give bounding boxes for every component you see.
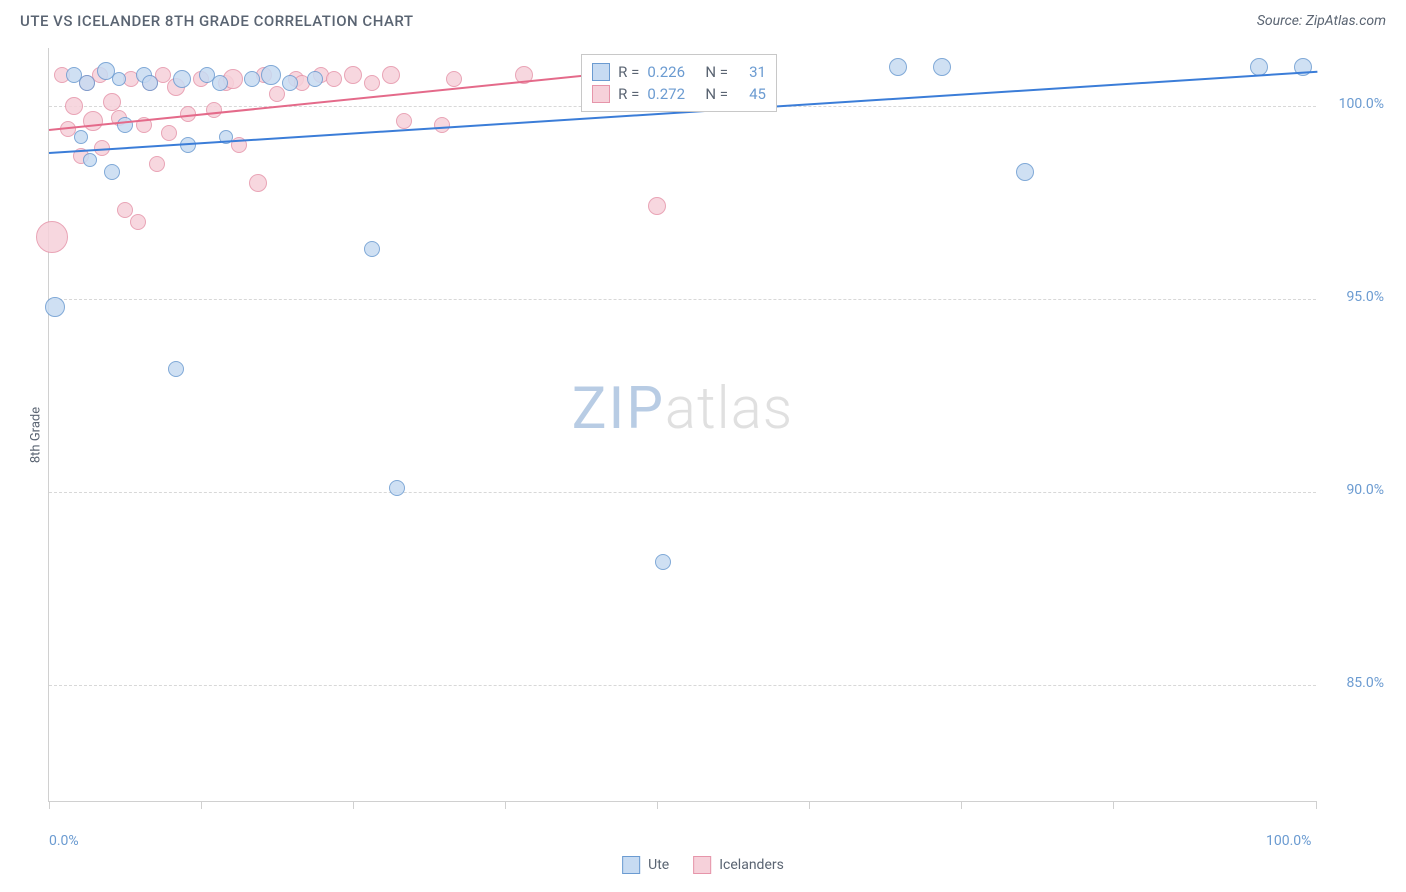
source-attribution: Source: ZipAtlas.com <box>1257 13 1386 29</box>
stat-row: R = 0.226 N = 31 <box>592 61 766 83</box>
y-tick-label: 100.0% <box>1339 96 1384 112</box>
scatter-point <box>282 75 298 91</box>
scatter-point <box>65 97 83 115</box>
x-axis-label: 100.0% <box>1266 833 1311 849</box>
gridline <box>49 492 1316 493</box>
scatter-point <box>161 125 177 141</box>
scatter-point <box>142 75 158 91</box>
scatter-point <box>74 130 88 144</box>
scatter-point <box>104 164 120 180</box>
y-tick-label: 85.0% <box>1346 675 1384 691</box>
scatter-point <box>83 153 97 167</box>
scatter-point <box>206 102 222 118</box>
legend: Ute Icelanders <box>622 856 784 874</box>
scatter-point <box>344 66 362 84</box>
legend-item: Ute <box>622 856 669 874</box>
stat-n-label: N = <box>705 63 728 81</box>
y-axis-label: 8th Grade <box>29 407 44 463</box>
stat-r-label: R = <box>618 85 639 103</box>
stat-swatch <box>592 85 610 103</box>
scatter-point <box>112 72 126 86</box>
x-axis-label: 0.0% <box>49 833 79 849</box>
x-tick <box>1316 801 1317 809</box>
chart-container: 8th Grade ZIPatlas 100.0%95.0%90.0%85.0%… <box>48 48 1386 822</box>
scatter-point <box>168 361 184 377</box>
stat-r-value: 0.272 <box>647 85 697 103</box>
stat-row: R = 0.272 N = 45 <box>592 83 766 105</box>
x-tick <box>961 801 962 809</box>
stat-r-label: R = <box>618 63 639 81</box>
legend-swatch <box>622 856 640 874</box>
scatter-point <box>212 75 228 91</box>
x-tick <box>1113 801 1114 809</box>
legend-item: Icelanders <box>693 856 784 874</box>
stat-n-value: 45 <box>736 85 766 103</box>
scatter-point <box>79 75 95 91</box>
scatter-point <box>261 65 281 85</box>
scatter-point <box>130 214 146 230</box>
watermark-zip: ZIP <box>572 375 665 443</box>
scatter-point <box>244 71 260 87</box>
chart-title: UTE VS ICELANDER 8TH GRADE CORRELATION C… <box>20 12 414 30</box>
scatter-point <box>307 71 323 87</box>
scatter-point <box>149 156 165 172</box>
x-tick <box>657 801 658 809</box>
x-tick <box>201 801 202 809</box>
scatter-point <box>364 241 380 257</box>
scatter-point <box>326 71 342 87</box>
stat-n-value: 31 <box>736 63 766 81</box>
scatter-point <box>103 93 121 111</box>
scatter-point <box>364 75 380 91</box>
scatter-point <box>1016 163 1034 181</box>
watermark: ZIPatlas <box>572 375 793 443</box>
scatter-point <box>396 113 412 129</box>
scatter-point <box>446 71 462 87</box>
plot-area: ZIPatlas 100.0%95.0%90.0%85.0%0.0%100.0%… <box>48 48 1316 802</box>
x-tick <box>49 801 50 809</box>
gridline <box>49 299 1316 300</box>
stat-r-value: 0.226 <box>647 63 697 81</box>
legend-swatch <box>693 856 711 874</box>
x-tick <box>505 801 506 809</box>
legend-label: Ute <box>648 857 669 873</box>
gridline <box>49 685 1316 686</box>
scatter-point <box>173 70 191 88</box>
scatter-point <box>648 197 666 215</box>
x-tick <box>809 801 810 809</box>
watermark-atlas: atlas <box>665 375 793 443</box>
scatter-point <box>36 221 68 253</box>
scatter-point <box>933 58 951 76</box>
scatter-point <box>389 480 405 496</box>
y-tick-label: 90.0% <box>1346 482 1384 498</box>
x-tick <box>353 801 354 809</box>
legend-label: Icelanders <box>719 857 784 873</box>
scatter-point <box>434 117 450 133</box>
scatter-point <box>45 297 65 317</box>
stat-n-label: N = <box>705 85 728 103</box>
scatter-point <box>83 111 103 131</box>
scatter-point <box>889 58 907 76</box>
scatter-point <box>269 86 285 102</box>
scatter-point <box>382 66 400 84</box>
y-tick-label: 95.0% <box>1346 289 1384 305</box>
stat-swatch <box>592 63 610 81</box>
scatter-point <box>249 174 267 192</box>
scatter-point <box>655 554 671 570</box>
correlation-stats-box: R = 0.226 N = 31 R = 0.272 N = 45 <box>581 54 777 112</box>
